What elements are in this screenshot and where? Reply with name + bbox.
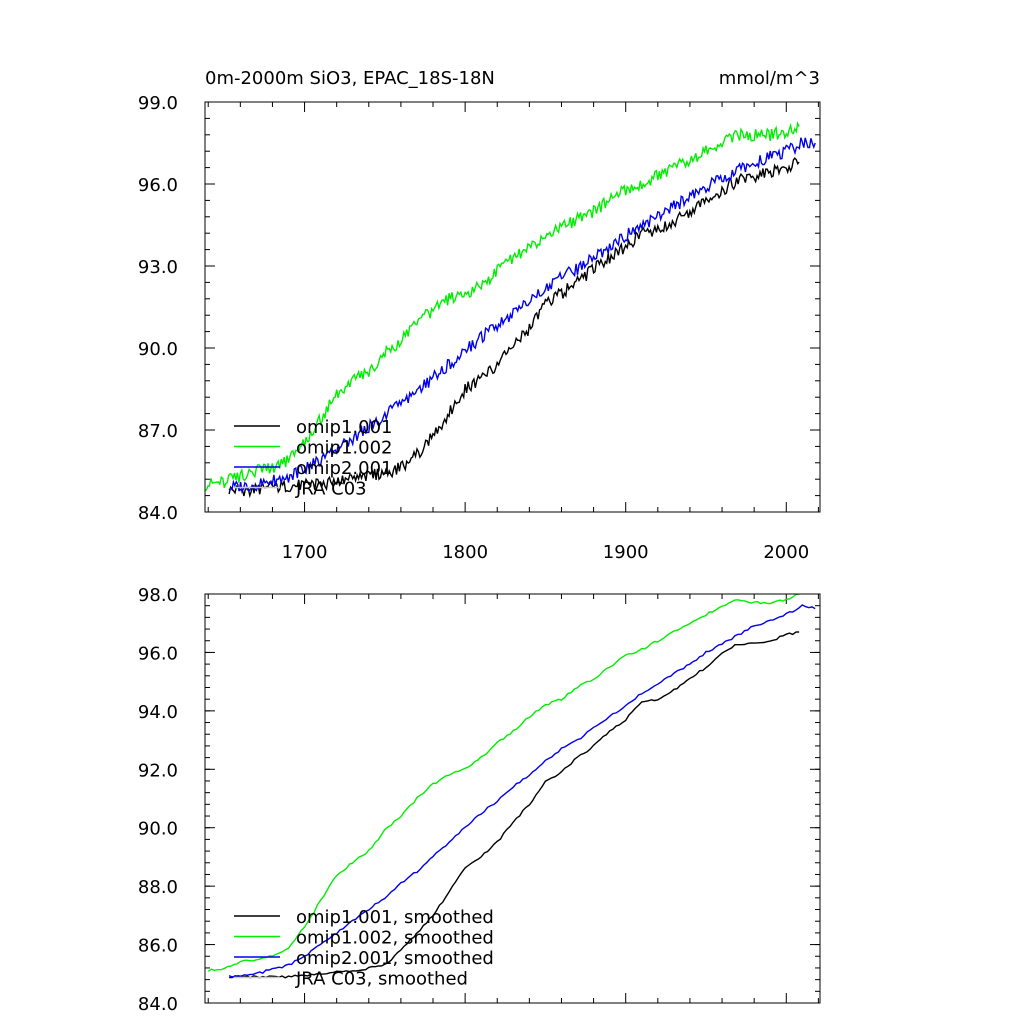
y-tick-label: 87.0 — [138, 421, 178, 442]
y-tick-label: 99.0 — [138, 93, 178, 114]
y-tick-label: 93.0 — [138, 257, 178, 278]
y-tick-label: 88.0 — [138, 877, 178, 898]
x-tick-labels: 1700 1800 1900 2000 — [282, 542, 810, 563]
y-tick-label: 92.0 — [138, 760, 178, 781]
y-tick-label: 96.0 — [138, 643, 178, 664]
x-tick-label: 1700 — [282, 542, 328, 563]
y-tick-label: 96.0 — [138, 175, 178, 196]
top-panel-title: 0m-2000m SiO3, EPAC_18S-18N — [205, 68, 495, 89]
legend-label: omip2.001, smoothed — [296, 948, 494, 969]
series-line-1 — [205, 120, 800, 492]
series-line-0 — [228, 157, 800, 499]
y-tick-labels: 84.0 87.0 90.0 93.0 96.0 99.0 — [138, 93, 178, 524]
plot-frame — [204, 101, 821, 513]
axis-ticks — [205, 593, 820, 1004]
legend-label: omip1.002 — [296, 438, 393, 459]
plot-frame — [204, 593, 821, 1004]
series-line-2 — [228, 137, 816, 494]
legend-label: omip1.001 — [296, 417, 393, 438]
legend-label: omip1.001, smoothed — [296, 907, 494, 928]
y-tick-label: 84.0 — [138, 994, 178, 1015]
x-tick-label: 2000 — [763, 542, 809, 563]
series-line-1 — [207, 594, 800, 972]
legend-label: omip2.001 — [296, 458, 393, 479]
y-tick-label: 84.0 — [138, 503, 178, 524]
y-tick-label: 94.0 — [138, 702, 178, 723]
y-tick-label: 98.0 — [138, 585, 178, 606]
legend-label: omip1.002, smoothed — [296, 928, 494, 949]
series-lines — [207, 594, 816, 979]
x-tick-label: 1900 — [603, 542, 649, 563]
y-tick-label: 86.0 — [138, 936, 178, 957]
x-tick-label: 1800 — [442, 542, 488, 563]
bottom-panel: 84.0 86.0 88.0 90.0 92.0 94.0 96.0 98.0 omip1.0… — [138, 585, 821, 1015]
y-tick-label: 90.0 — [138, 819, 178, 840]
y-tick-labels: 84.0 86.0 88.0 90.0 92.0 94.0 96.0 98.0 — [138, 585, 178, 1015]
y-tick-label: 90.0 — [138, 339, 178, 360]
series-lines — [205, 120, 816, 499]
series-line-0 — [229, 631, 800, 979]
top-panel: 0m-2000m SiO3, EPAC_18S-18N mmol/m^3 170… — [138, 68, 821, 563]
series-line-2 — [228, 604, 816, 978]
legend-label: JRA C03, smoothed — [295, 969, 468, 990]
legend-label: JRA C03 — [295, 479, 367, 500]
top-panel-units: mmol/m^3 — [719, 68, 820, 89]
